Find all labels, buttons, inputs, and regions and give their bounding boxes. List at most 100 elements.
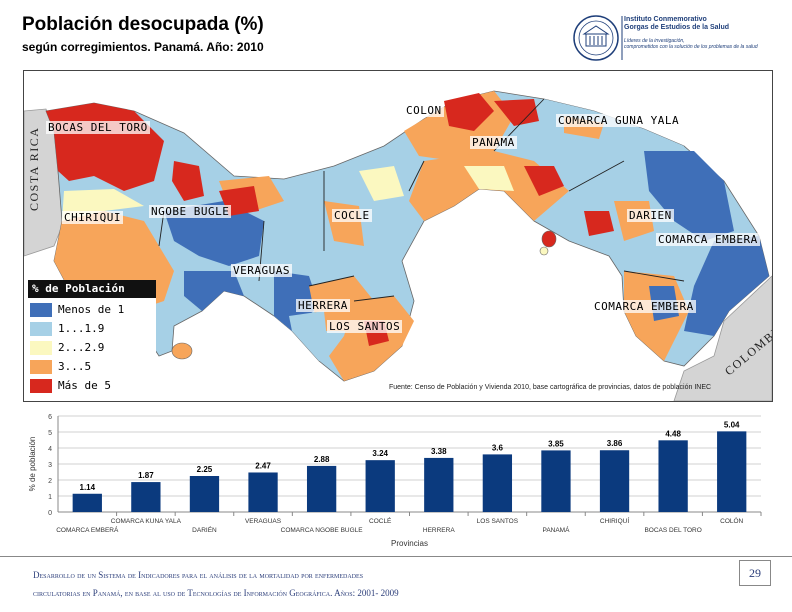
footer-text: Desarrollo de un Sistema de Indicadores … <box>33 566 713 602</box>
bar <box>72 493 102 512</box>
bar <box>658 440 688 512</box>
footer-line-2: circulatorias en Panamá, en base al uso … <box>33 588 399 598</box>
page-number-box: 29 <box>739 560 771 586</box>
legend-label: 2...2.9 <box>58 341 105 354</box>
bar-value-label: 4.48 <box>665 429 681 438</box>
x-axis-label: Provincias <box>391 539 428 548</box>
x-category-label: CHIRIQUÍ <box>600 516 629 525</box>
legend-swatch <box>30 360 52 374</box>
bar-value-label: 3.38 <box>431 447 447 456</box>
x-category-label: COMARCA NGOBE BUGLE <box>281 527 364 534</box>
cocle-yellow <box>359 166 404 201</box>
embera-east-blue <box>684 236 769 336</box>
legend-item: 2...2.9 <box>28 340 156 356</box>
x-category-label: BOCAS DEL TORO <box>644 527 701 534</box>
page-number: 29 <box>749 566 761 580</box>
bar <box>424 457 454 512</box>
label-ngobe-bugle: NGOBE BUGLE <box>149 205 232 218</box>
bar-value-label: 1.87 <box>138 471 154 480</box>
y-tick-label: 5 <box>48 430 52 437</box>
x-category-label: DARIÉN <box>192 525 217 534</box>
colon-red <box>444 93 494 131</box>
bar-chart: 0 1 2 3 4 5 6 % de población 1.14 COMARCA EMBERÁ 1… <box>23 406 771 552</box>
bocas-east-red <box>172 161 204 201</box>
bar <box>541 450 571 512</box>
y-axis-label: % de población <box>28 437 37 492</box>
colombia-shape <box>673 275 772 401</box>
label-herrera: HERRERA <box>296 299 350 312</box>
panama-red <box>524 166 564 196</box>
label-colon: COLON <box>404 104 444 117</box>
legend-swatch <box>30 379 52 393</box>
y-tick-label: 2 <box>48 478 52 485</box>
island-coiba <box>171 342 193 360</box>
panama-yellow <box>464 166 514 191</box>
x-category-label: HERRERA <box>423 527 455 534</box>
bar <box>131 482 161 512</box>
bar <box>599 450 630 512</box>
bar <box>482 454 513 512</box>
label-guna-yala: COMARCA GUNA YALA <box>556 114 682 127</box>
map-source: Fuente: Censo de Población y Vivienda 20… <box>389 384 712 391</box>
label-comarca-embera-2: COMARCA EMBERA <box>592 300 696 313</box>
darien-blue <box>644 151 734 241</box>
label-los-santos: LOS SANTOS <box>327 320 403 333</box>
darien-red <box>584 211 614 236</box>
bar-value-label: 3.6 <box>492 443 504 452</box>
bar <box>717 431 747 512</box>
bar <box>365 460 395 512</box>
bar-value-label: 5.04 <box>724 420 740 429</box>
label-bocas-del-toro: BOCAS DEL TORO <box>46 121 150 134</box>
logo-line-1: Instituto Conmemorativo <box>624 16 707 23</box>
footer-line-1: Desarrollo de un Sistema de Indicadores … <box>33 570 364 580</box>
x-category-label: COMARCA KUNA YALA <box>111 518 182 525</box>
island-pearl <box>541 230 557 248</box>
label-darien: DARIEN <box>627 209 674 222</box>
colon-red-2 <box>494 99 539 126</box>
logo-motto: Líderes de la investigación, comprometid… <box>624 38 784 50</box>
legend-label: Menos de 1 <box>58 303 125 316</box>
island-pearl-2 <box>539 246 549 256</box>
page-subtitle: según corregimientos. Panamá. Año: 2010 <box>22 40 264 54</box>
legend-item: Menos de 1 <box>28 302 156 318</box>
footer-divider <box>0 556 792 557</box>
y-tick-label: 3 <box>48 462 52 469</box>
label-veraguas: VERAGUAS <box>231 264 292 277</box>
legend-label: 3...5 <box>58 360 92 373</box>
legend-swatch <box>30 303 52 317</box>
legend-item: 3...5 <box>28 359 156 375</box>
x-category-label: LOS SANTOS <box>477 518 519 525</box>
legend-swatch <box>30 322 52 336</box>
ngobe-blue-zone-2 <box>184 271 244 311</box>
legend-item: 1...1.9 <box>28 321 156 337</box>
province-borders <box>158 98 685 302</box>
label-chiriqui: CHIRIQUI <box>62 211 123 224</box>
x-category-label: COMARCA EMBERÁ <box>56 525 119 534</box>
y-tick-label: 1 <box>48 494 52 501</box>
logo-line-3: Líderes de la investigación, <box>624 38 685 44</box>
map-legend: % de Población Menos de 1 1...1.9 2...2.… <box>28 280 156 397</box>
logo-line-4: comprometidos con la solución de los pro… <box>624 44 758 50</box>
bar-value-label: 1.14 <box>80 483 96 492</box>
bar-value-label: 2.88 <box>314 455 330 464</box>
bar-chart-svg: 0 1 2 3 4 5 6 % de población 1.14 COMARCA EMBERÁ 1… <box>28 414 762 548</box>
bar-value-label: 2.47 <box>255 461 271 470</box>
bar-value-label: 3.86 <box>607 439 623 448</box>
logo-line-2: Gorgas de Estudios de la Salud <box>624 24 730 31</box>
legend-label: Más de 5 <box>58 379 111 392</box>
logo-name: Instituto Conmemorativo Gorgas de Estudi… <box>624 16 774 32</box>
label-panama: PANAMA <box>470 136 517 149</box>
legend-item: Más de 5 <box>28 378 156 394</box>
bar <box>189 476 220 512</box>
x-category-label: COCLÉ <box>369 516 392 525</box>
legend-title: % de Población <box>28 280 156 298</box>
label-comarca-embera-1: COMARCA EMBERA <box>656 233 760 246</box>
bar-value-label: 3.85 <box>548 439 564 448</box>
legend-label: 1...1.9 <box>58 322 105 335</box>
x-category-label: VERAGUAS <box>245 518 282 525</box>
legend-swatch <box>30 341 52 355</box>
costa-rica-label: COSTA RICA <box>27 127 41 211</box>
y-tick-label: 4 <box>48 446 52 453</box>
x-category-label: PANAMÁ <box>542 525 570 534</box>
bar-value-label: 3.24 <box>372 449 388 458</box>
